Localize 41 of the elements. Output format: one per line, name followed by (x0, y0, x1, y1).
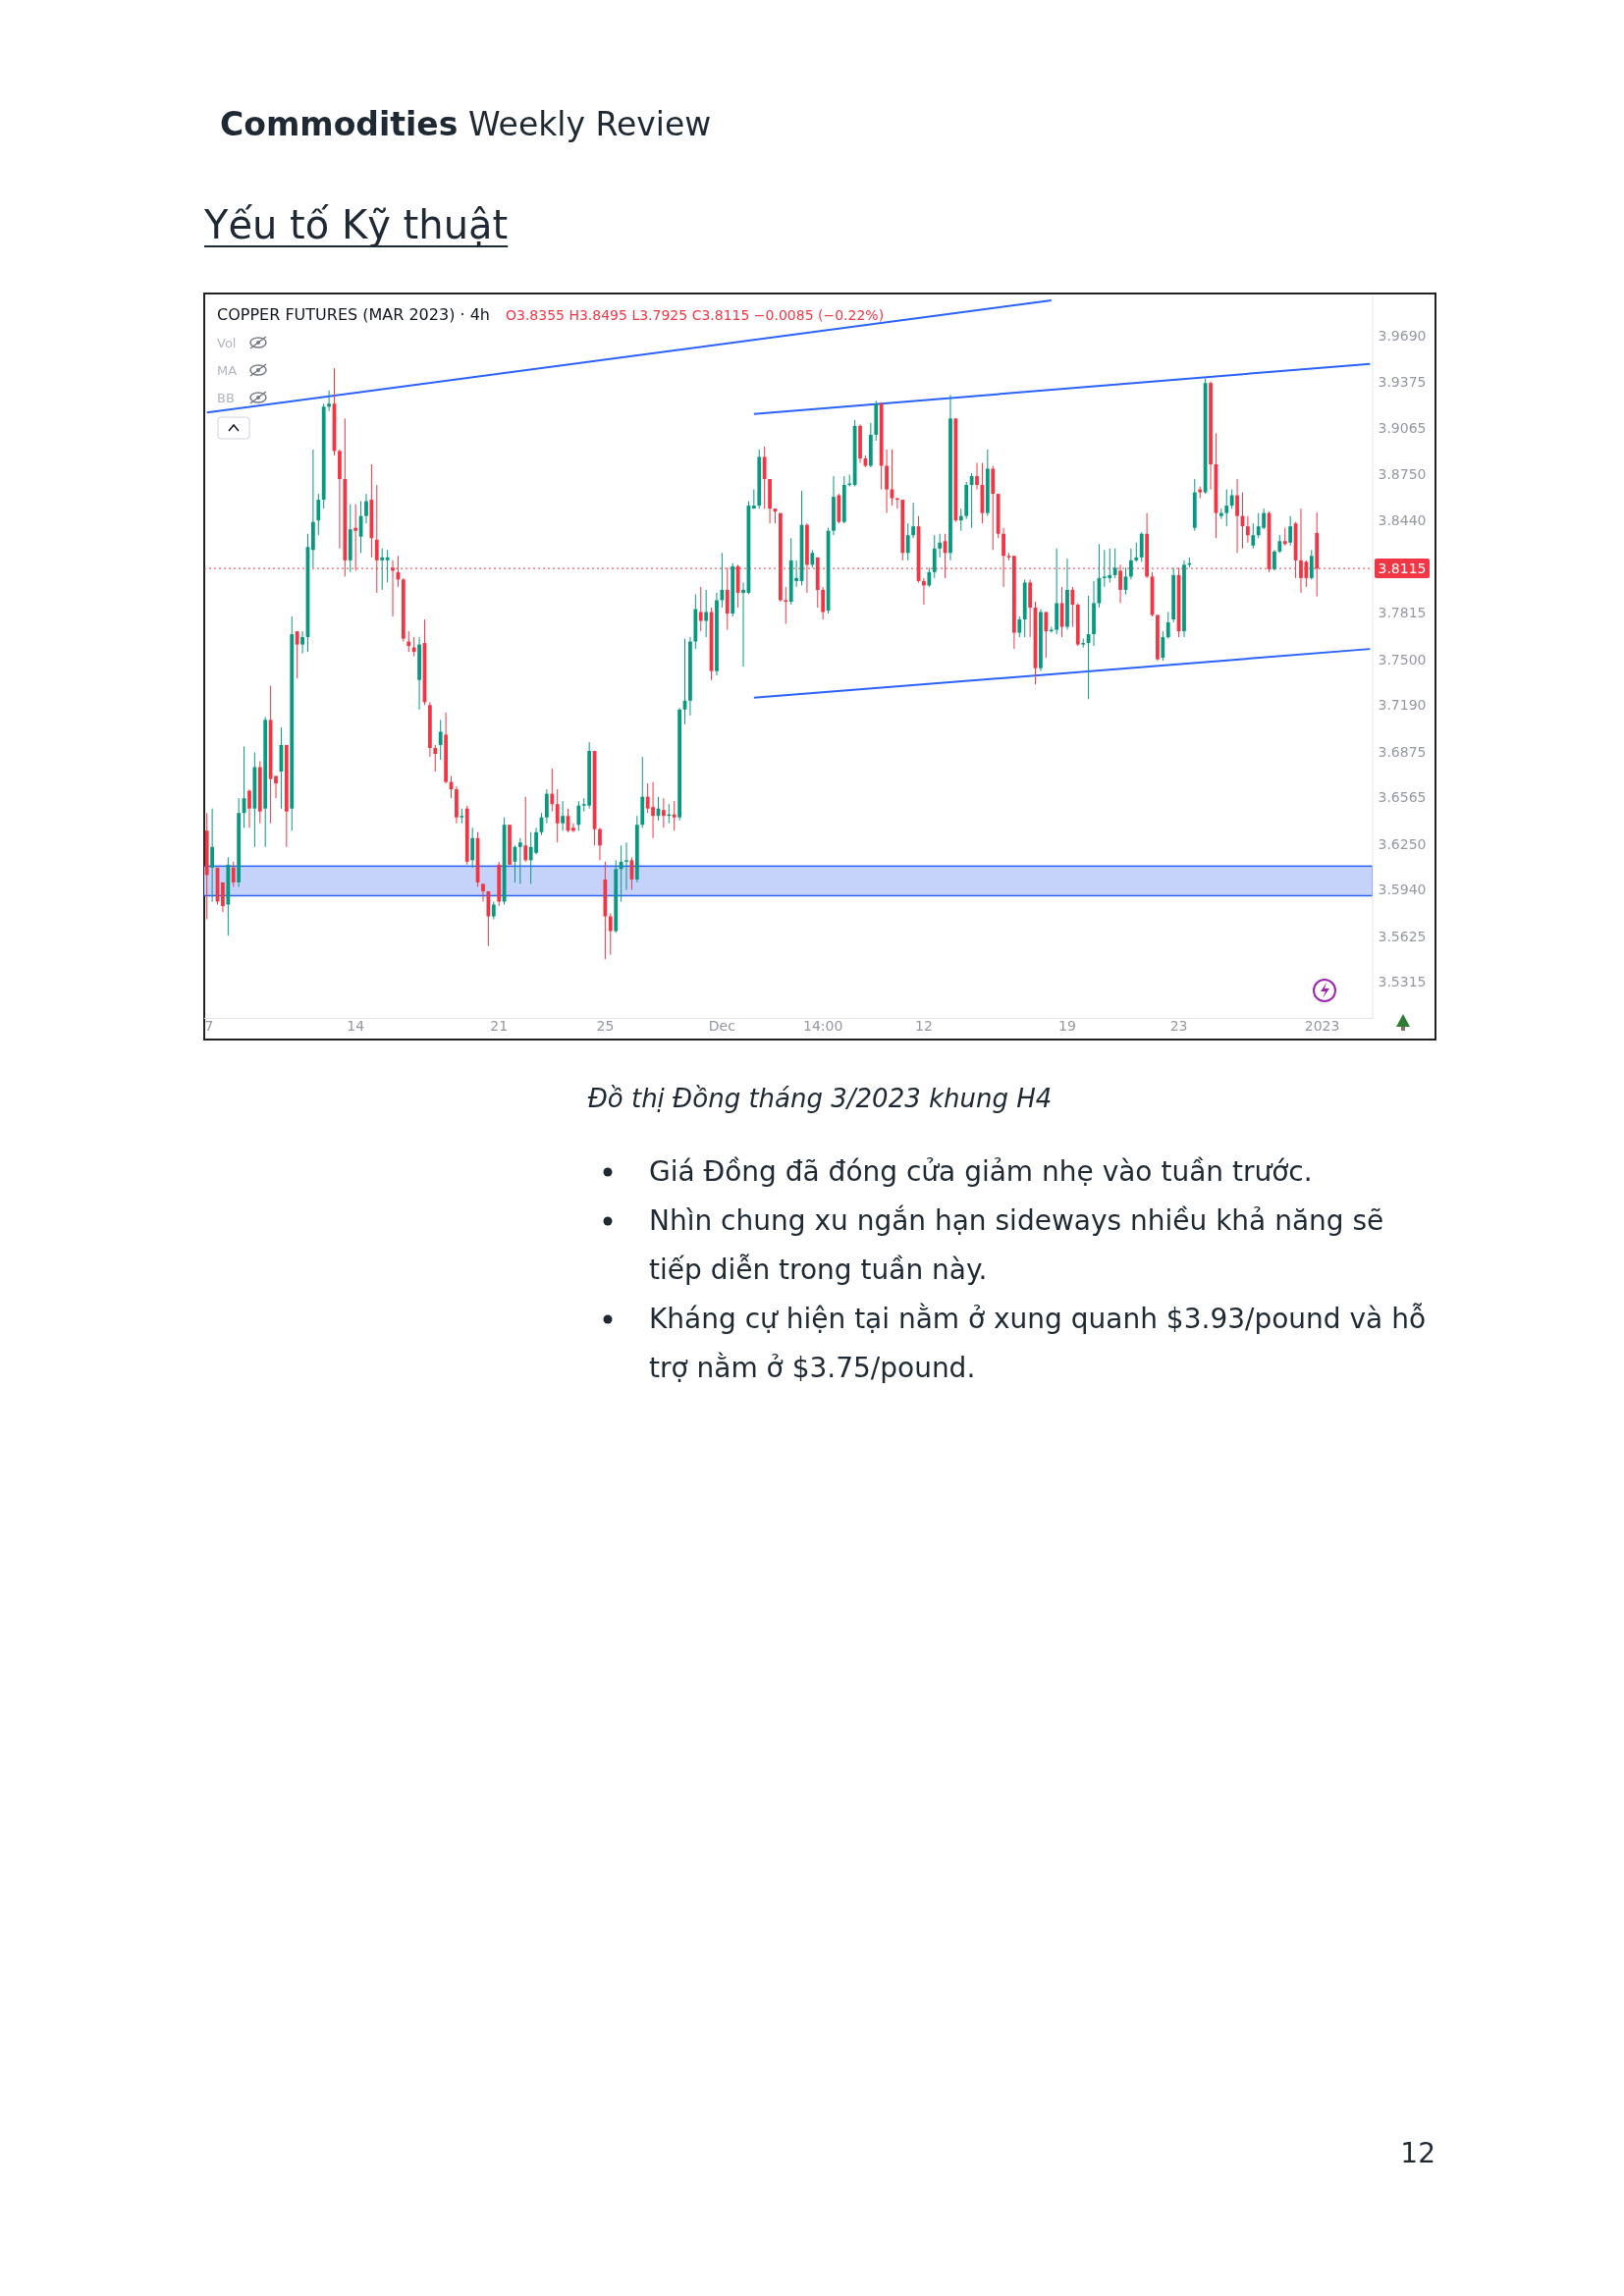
y-tick-label: 3.9690 (1378, 327, 1427, 344)
x-tick-label: 23 (1169, 1017, 1188, 1034)
x-tick-label: 7 (204, 1017, 214, 1034)
y-tick-label: 3.7500 (1378, 651, 1427, 667)
x-tick-label: 19 (1058, 1017, 1076, 1034)
y-tick-label: 3.8750 (1378, 466, 1427, 483)
y-tick-label: 3.7815 (1378, 605, 1427, 621)
candlestick (784, 586, 788, 625)
x-tick-label: 25 (596, 1017, 615, 1034)
y-tick-label: 3.5625 (1378, 928, 1427, 944)
annotation: Vol (217, 336, 237, 350)
y-tick-label: 3.6875 (1378, 743, 1427, 760)
y-tick-label: 3.9375 (1378, 374, 1427, 391)
y-tick-label: 3.7190 (1378, 697, 1427, 714)
text: Đồ thị Đồng tháng 3/2023 khung H4 (587, 1084, 1053, 1113)
y-tick-label: 3.5315 (1378, 974, 1427, 990)
y-tick-label: 3.9065 (1378, 420, 1427, 437)
x-tick-label: 14 (347, 1017, 365, 1034)
x-tick-label: 21 (490, 1017, 509, 1034)
x-tick-label: Dec (708, 1017, 735, 1034)
x-tick-label: 2023 (1304, 1017, 1340, 1034)
text: 12 (1400, 2137, 1435, 2169)
annotation: MA (217, 363, 238, 378)
candlestick (1081, 638, 1086, 649)
annotation: BB (217, 391, 235, 405)
y-tick-label: 3.6565 (1378, 789, 1427, 806)
text: Commodities (220, 105, 459, 143)
text: COPPER FUTURES (MAR 2023) · 4h (217, 305, 490, 324)
y-tick-label: 3.6250 (1378, 835, 1427, 852)
y-tick-label: 3.8440 (1378, 512, 1427, 529)
text: Kháng cự hiện tại nằm ở xung quanh $3.93/pound và hỗ trợ nằm ở $3.75/pound. (649, 1303, 1427, 1384)
text: Weekly Review (458, 105, 712, 143)
y-tick-label: 3.5940 (1378, 881, 1427, 898)
x-tick-label: 12 (915, 1017, 933, 1034)
x-tick-label: 14:00 (802, 1017, 843, 1034)
text: Giá Đồng đã đóng cửa giảm nhẹ vào tuần trước. (649, 1155, 1313, 1188)
text: O3.8355 H3.8495 L3.7925 C3.8115 −0.0085 (−0.22%) (505, 307, 885, 323)
text: Nhìn chung xu ngắn hạn sideways nhiều khả năng sẽ tiếp diễn trong tuần này. (649, 1204, 1384, 1286)
ref-line-label: 3.8115 (1378, 560, 1427, 576)
candlestick (460, 808, 464, 825)
text: Yếu tố Kỹ thuật (203, 202, 509, 247)
